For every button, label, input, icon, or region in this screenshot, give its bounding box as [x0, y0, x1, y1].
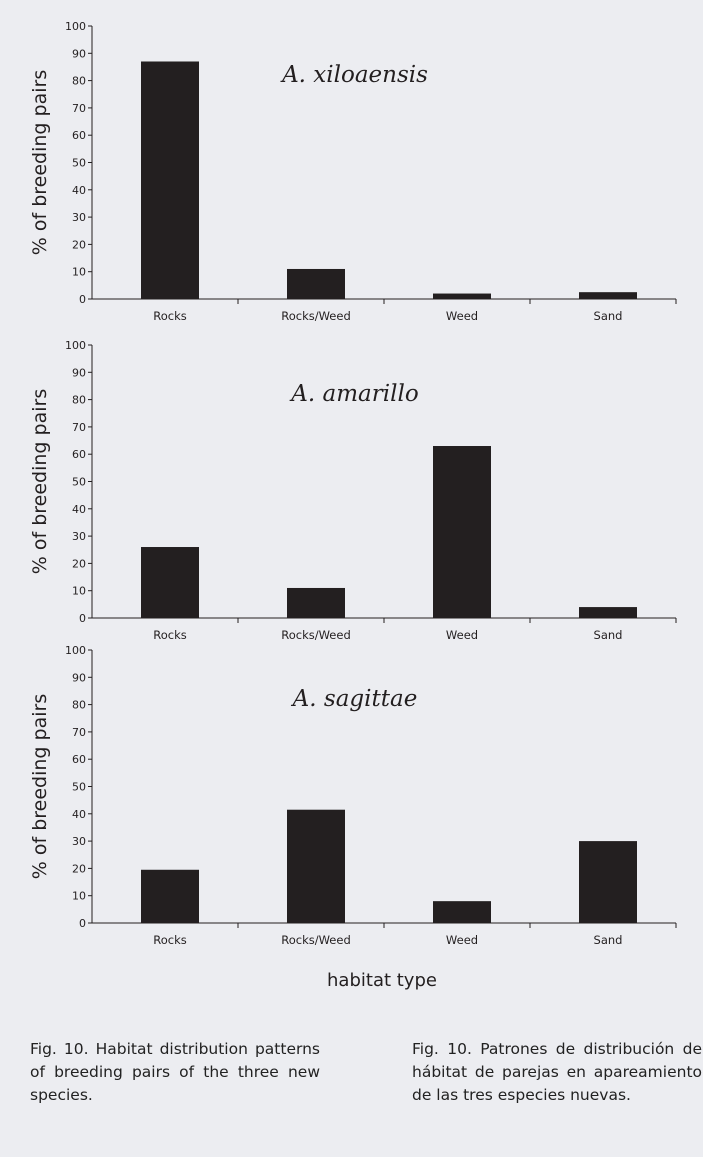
chart-panel-3: 0 10 20 30 40 50 60 70 80 90 100 Rocks Rocks/Weed Wee… [29, 644, 677, 947]
y-tick-label: 100 [65, 20, 86, 33]
y-tick-label: 60 [72, 129, 86, 142]
x-tick-label: Rocks/Weed [281, 628, 351, 642]
y-tick-label: 60 [72, 753, 86, 766]
bar-rocks [141, 547, 199, 618]
x-tick-label: Sand [594, 628, 623, 642]
y-tick-label: 50 [72, 476, 86, 489]
x-tick-label: Weed [446, 309, 478, 323]
x-tick-label: Sand [594, 309, 623, 323]
y-axis-label: % of breeding pairs [29, 389, 51, 574]
chart-title: A. amarillo [289, 381, 418, 407]
y-tick-label: 0 [79, 917, 86, 930]
y-tick-label: 100 [65, 339, 86, 352]
y-tick-label: 30 [72, 211, 86, 224]
y-tick-label: 40 [72, 808, 86, 821]
y-tick-label: 70 [72, 726, 86, 739]
caption-area: Fig. 10. Habitat distribution patterns o… [0, 1000, 703, 1157]
y-tick-label: 10 [72, 890, 86, 903]
x-tick-label: Rocks [153, 933, 186, 947]
x-tick-label: Weed [446, 933, 478, 947]
x-axis-label: habitat type [327, 970, 437, 991]
bar-sand [579, 841, 637, 923]
y-tick-label: 40 [72, 184, 86, 197]
chart-panel-1: 0 10 20 30 40 50 60 70 80 90 100 Rocks Rocks/Weed Wee… [29, 20, 677, 323]
y-tick-label: 80 [72, 75, 86, 88]
chart-panel-2: 0 10 20 30 40 50 60 70 80 90 100 Rocks Rocks/Weed Wee… [29, 339, 677, 642]
bar-rocks-weed [287, 587, 345, 618]
y-tick-label: 10 [72, 585, 86, 598]
y-tick-label: 100 [65, 644, 86, 657]
y-tick-label: 80 [72, 394, 86, 407]
bar-weed [433, 446, 491, 618]
bar-sand [579, 607, 637, 618]
bar-sand [579, 292, 637, 299]
bar-rocks-weed [287, 809, 345, 923]
x-tick-label: Rocks [153, 309, 186, 323]
x-tick-label: Weed [446, 628, 478, 642]
y-tick-label: 0 [79, 612, 86, 625]
y-axis-label: % of breeding pairs [29, 70, 51, 255]
y-tick-label: 0 [79, 293, 86, 306]
chart-title: A. xiloaensis [280, 62, 428, 88]
y-tick-label: 70 [72, 421, 86, 434]
y-tick-label: 90 [72, 47, 86, 60]
y-tick-label: 50 [72, 781, 86, 794]
y-tick-label: 40 [72, 503, 86, 516]
y-tick-label: 90 [72, 671, 86, 684]
bar-rocks [141, 61, 199, 299]
x-tick-label: Rocks/Weed [281, 309, 351, 323]
y-tick-label: 60 [72, 448, 86, 461]
y-tick-label: 80 [72, 699, 86, 712]
y-tick-label: 50 [72, 157, 86, 170]
bar-weed [433, 901, 491, 923]
caption-english: Fig. 10. Habitat distribution patterns o… [30, 1040, 320, 1104]
y-tick-label: 20 [72, 862, 86, 875]
y-axis-label: % of breeding pairs [29, 694, 51, 879]
y-tick-label: 90 [72, 366, 86, 379]
y-tick-label: 70 [72, 102, 86, 115]
x-tick-label: Sand [594, 933, 623, 947]
x-tick-label: Rocks/Weed [281, 933, 351, 947]
y-tick-label: 10 [72, 266, 86, 279]
y-tick-label: 20 [72, 557, 86, 570]
bar-rocks-weed [287, 268, 345, 299]
y-tick-label: 30 [72, 530, 86, 543]
chart-title: A. sagittae [291, 686, 418, 712]
x-tick-label: Rocks [153, 628, 186, 642]
y-tick-label: 20 [72, 238, 86, 251]
caption-spanish: Fig. 10. Patrones de distribución de háb… [412, 1040, 702, 1104]
bar-weed [433, 293, 491, 299]
bar-rocks [141, 869, 199, 923]
y-tick-label: 30 [72, 835, 86, 848]
